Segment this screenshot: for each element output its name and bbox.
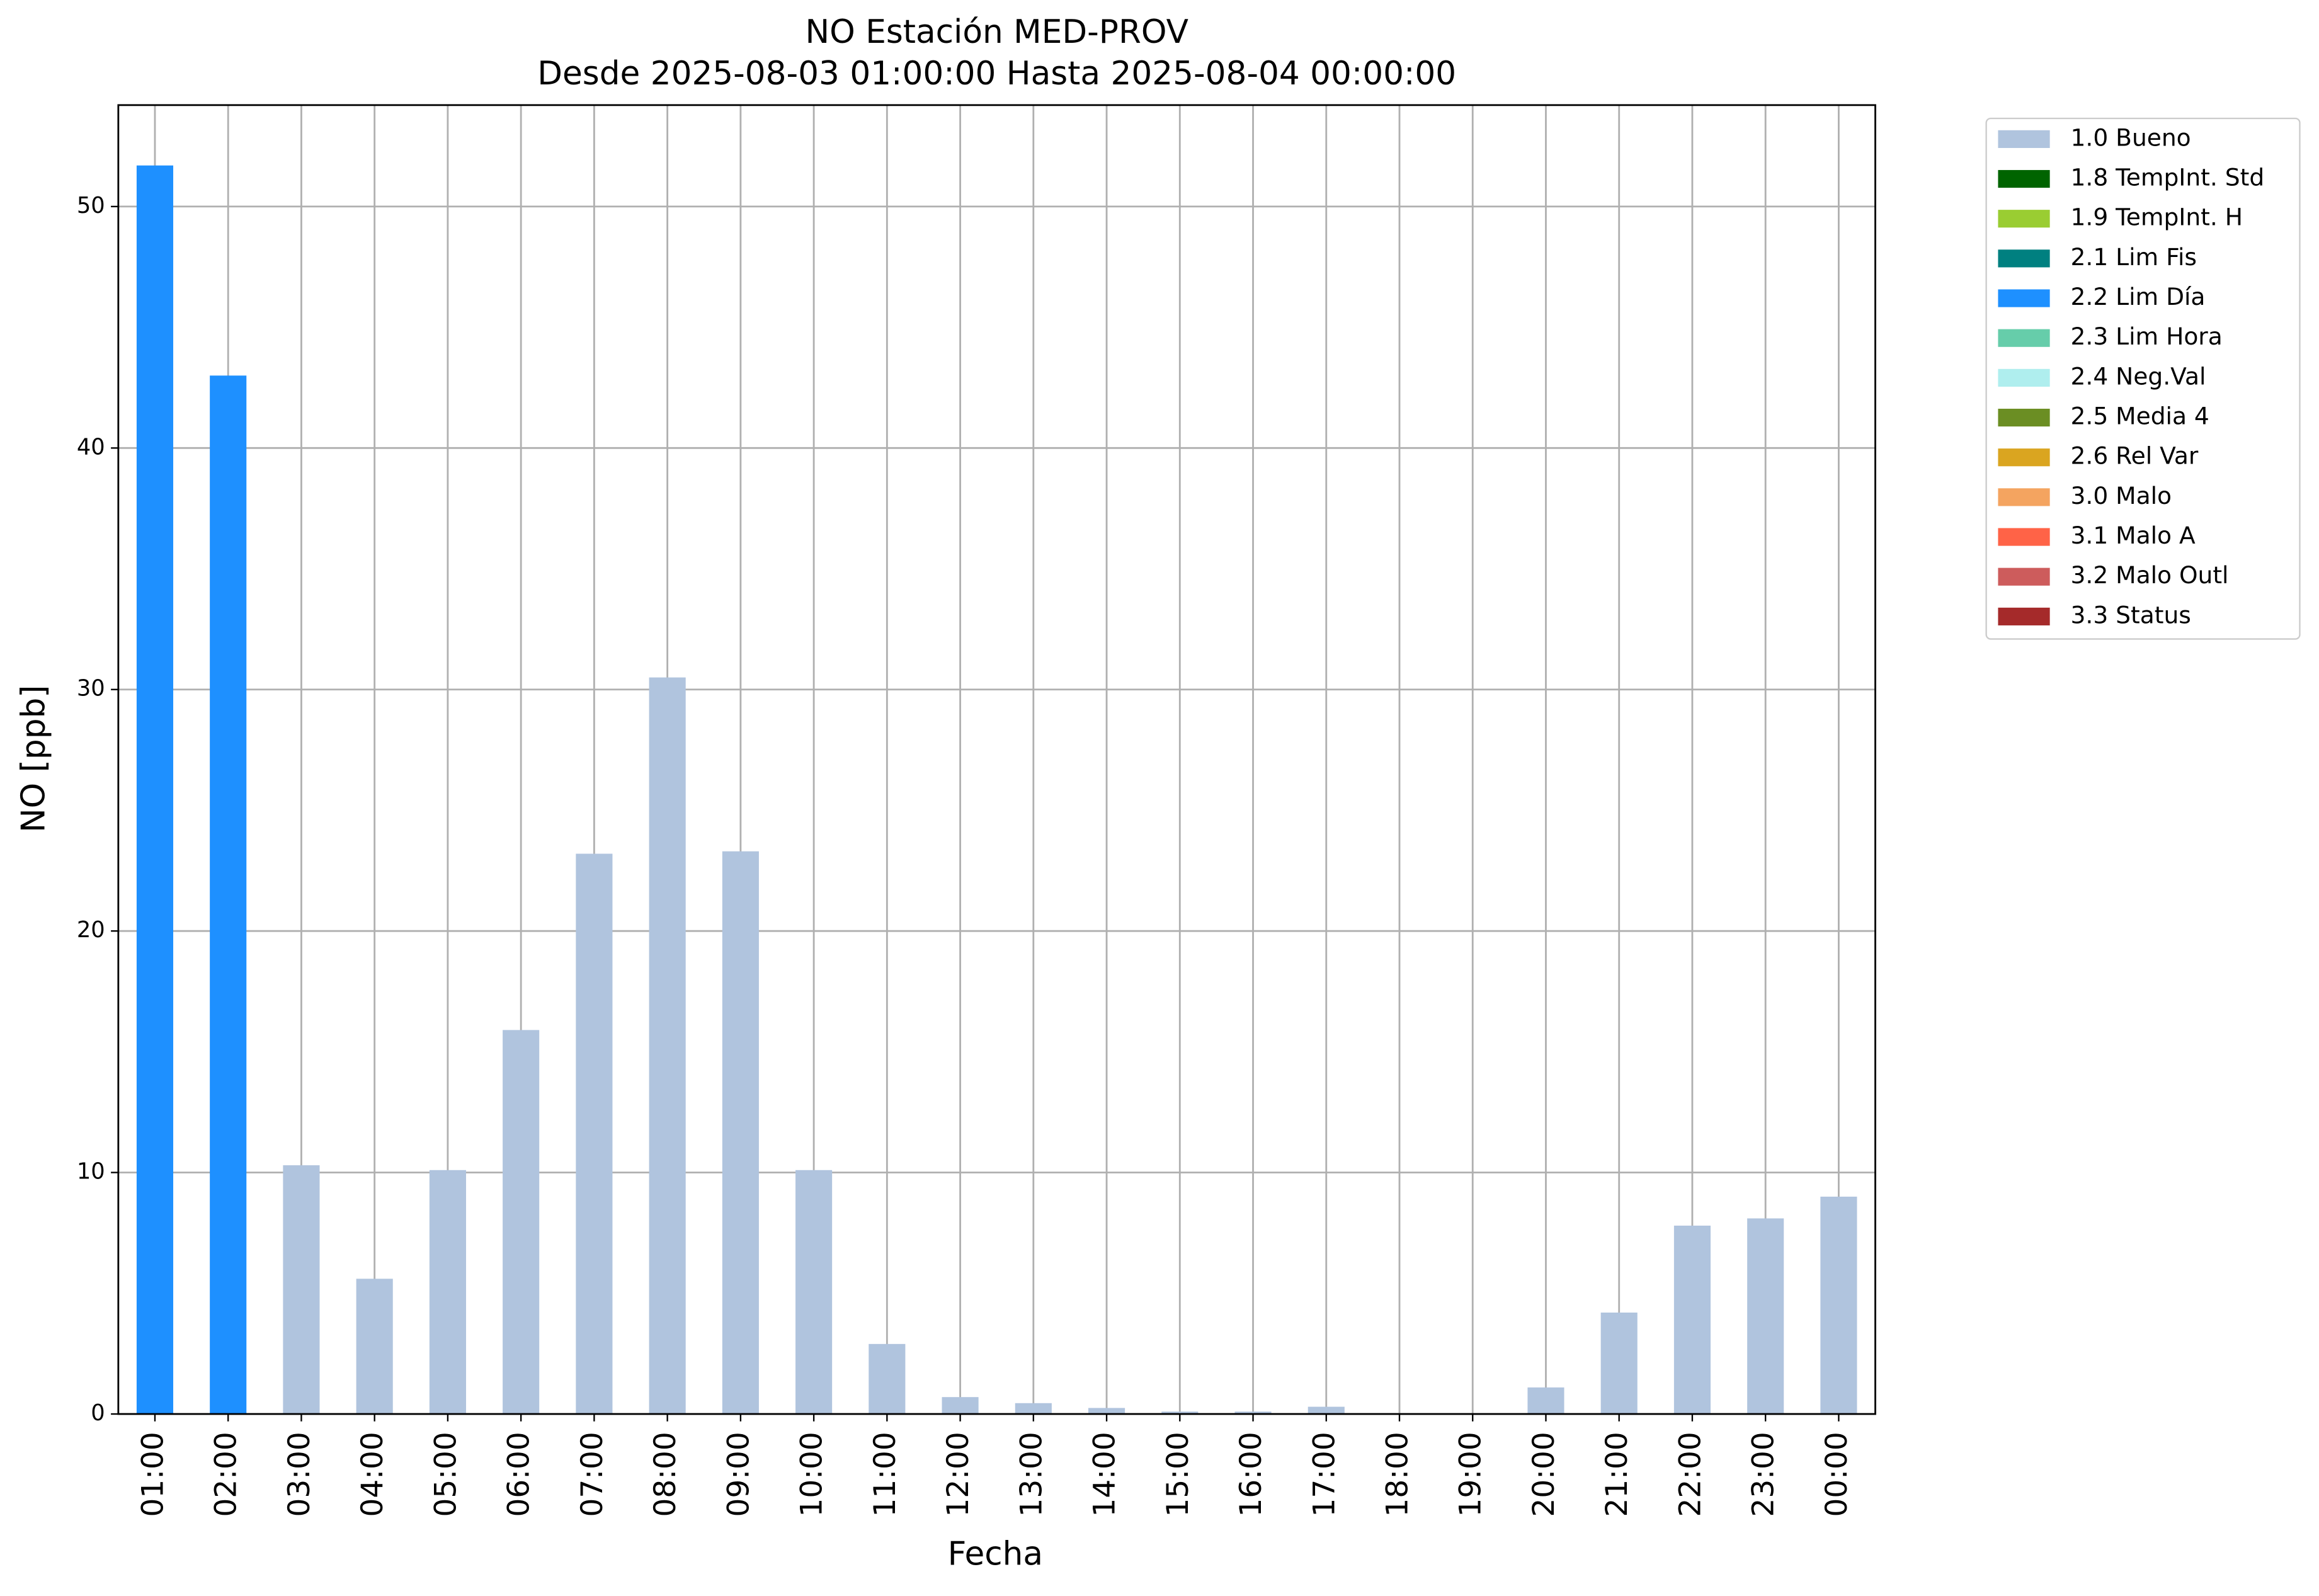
y-tick-label: 30 bbox=[77, 676, 105, 702]
bar bbox=[1673, 1225, 1711, 1415]
bar bbox=[503, 1030, 540, 1415]
legend-label: 3.2 Malo Outl bbox=[2071, 561, 2229, 589]
x-tick-label: 08:00 bbox=[648, 1432, 683, 1517]
bar bbox=[722, 851, 759, 1415]
legend-label: 2.3 Lim Hora bbox=[2071, 322, 2223, 350]
bars bbox=[136, 165, 1857, 1415]
chart-title: NO Estación MED-PROV bbox=[805, 13, 1188, 51]
x-tick-label: 21:00 bbox=[1600, 1432, 1634, 1517]
x-tick-label: 20:00 bbox=[1527, 1432, 1561, 1517]
legend-label: 3.1 Malo A bbox=[2071, 522, 2196, 549]
bar bbox=[1015, 1403, 1052, 1415]
bar bbox=[356, 1279, 393, 1415]
x-tick-label: 05:00 bbox=[428, 1432, 463, 1517]
bar bbox=[1088, 1408, 1125, 1415]
x-tick-label: 18:00 bbox=[1380, 1432, 1415, 1517]
legend: 1.0 Bueno 1.8 TempInt. Std 1.9 TempInt. H 2… bbox=[1998, 123, 2264, 629]
x-tick-label: 04:00 bbox=[355, 1432, 390, 1517]
x-tick-label: 17:00 bbox=[1307, 1432, 1342, 1517]
legend-label: 2.4 Neg.Val bbox=[2071, 362, 2206, 390]
bar bbox=[1234, 1411, 1272, 1415]
bar bbox=[429, 1170, 466, 1415]
y-axis-label: NO [ppb] bbox=[14, 685, 52, 833]
x-tick-label: 22:00 bbox=[1673, 1432, 1707, 1517]
legend-label: 2.1 Lim Fis bbox=[2071, 243, 2197, 271]
legend-label: 3.3 Status bbox=[2071, 601, 2191, 629]
y-tick-label: 50 bbox=[77, 193, 105, 219]
x-axis-label: Fecha bbox=[948, 1535, 1043, 1573]
x-tick-label: 06:00 bbox=[502, 1432, 537, 1517]
bar bbox=[1161, 1411, 1199, 1415]
bar bbox=[942, 1397, 979, 1415]
legend-label: 2.6 Rel Var bbox=[2071, 442, 2199, 470]
bar bbox=[869, 1343, 906, 1415]
bar bbox=[649, 677, 686, 1415]
bar bbox=[1527, 1387, 1564, 1415]
x-tick-label: 01:00 bbox=[135, 1432, 170, 1517]
legend-swatch bbox=[1998, 289, 2050, 307]
bar bbox=[1600, 1312, 1638, 1415]
legend-swatch bbox=[1998, 169, 2050, 188]
bar bbox=[283, 1165, 320, 1415]
x-tick-label: 09:00 bbox=[721, 1432, 756, 1517]
legend-label: 3.0 Malo bbox=[2071, 482, 2172, 510]
plot-frame bbox=[117, 104, 1876, 1415]
x-tick-label: 23:00 bbox=[1746, 1432, 1781, 1517]
bar bbox=[210, 375, 247, 1415]
x-tick-label: 00:00 bbox=[1820, 1432, 1854, 1517]
x-tick-label: 02:00 bbox=[209, 1432, 244, 1517]
legend-swatch bbox=[1998, 607, 2050, 625]
bar bbox=[576, 853, 613, 1415]
x-tick-label: 11:00 bbox=[868, 1432, 903, 1517]
bar bbox=[1308, 1406, 1345, 1415]
y-tick-label: 40 bbox=[77, 434, 105, 460]
x-tick-label: 15:00 bbox=[1161, 1432, 1195, 1517]
legend-label: 1.8 TempInt. Std bbox=[2071, 164, 2265, 191]
x-tick-label: 12:00 bbox=[941, 1432, 976, 1517]
legend-swatch bbox=[1998, 329, 2050, 347]
axes: 0 10 20 30 40 50 01:00 02:00 03:00 04:00 05:00 06:0… bbox=[77, 193, 1854, 1517]
x-tick-label: 19:00 bbox=[1454, 1432, 1488, 1517]
legend-label: 1.0 Bueno bbox=[2071, 123, 2191, 151]
x-tick-label: 13:00 bbox=[1014, 1432, 1049, 1517]
bar bbox=[136, 165, 174, 1415]
legend-swatch bbox=[1998, 249, 2050, 268]
x-tick-label: 10:00 bbox=[795, 1432, 829, 1517]
legend-swatch bbox=[1998, 130, 2050, 148]
legend-swatch bbox=[1998, 567, 2050, 586]
legend-swatch bbox=[1998, 408, 2050, 427]
x-tick-label: 07:00 bbox=[575, 1432, 610, 1517]
x-tick-label: 03:00 bbox=[282, 1432, 317, 1517]
legend-swatch bbox=[1998, 488, 2050, 506]
legend-label: 2.2 Lim Día bbox=[2071, 283, 2206, 311]
legend-swatch bbox=[1998, 210, 2050, 228]
x-tick-label: 14:00 bbox=[1088, 1432, 1122, 1517]
legend-box bbox=[1985, 117, 2301, 640]
bar bbox=[1820, 1196, 1857, 1415]
y-tick-label: 20 bbox=[77, 917, 105, 943]
legend-swatch bbox=[1998, 368, 2050, 387]
chart-subtitle: Desde 2025-08-03 01:00:00 Hasta 2025-08-… bbox=[537, 55, 1456, 93]
bar bbox=[795, 1170, 833, 1415]
y-tick-label: 10 bbox=[77, 1159, 105, 1185]
y-tick-label: 0 bbox=[91, 1400, 105, 1426]
legend-swatch bbox=[1998, 528, 2050, 546]
legend-label: 1.9 TempInt. H bbox=[2071, 203, 2243, 231]
legend-swatch bbox=[1998, 448, 2050, 467]
bar bbox=[1747, 1218, 1784, 1415]
legend-label: 2.5 Media 4 bbox=[2071, 402, 2209, 430]
x-tick-label: 16:00 bbox=[1234, 1432, 1268, 1517]
